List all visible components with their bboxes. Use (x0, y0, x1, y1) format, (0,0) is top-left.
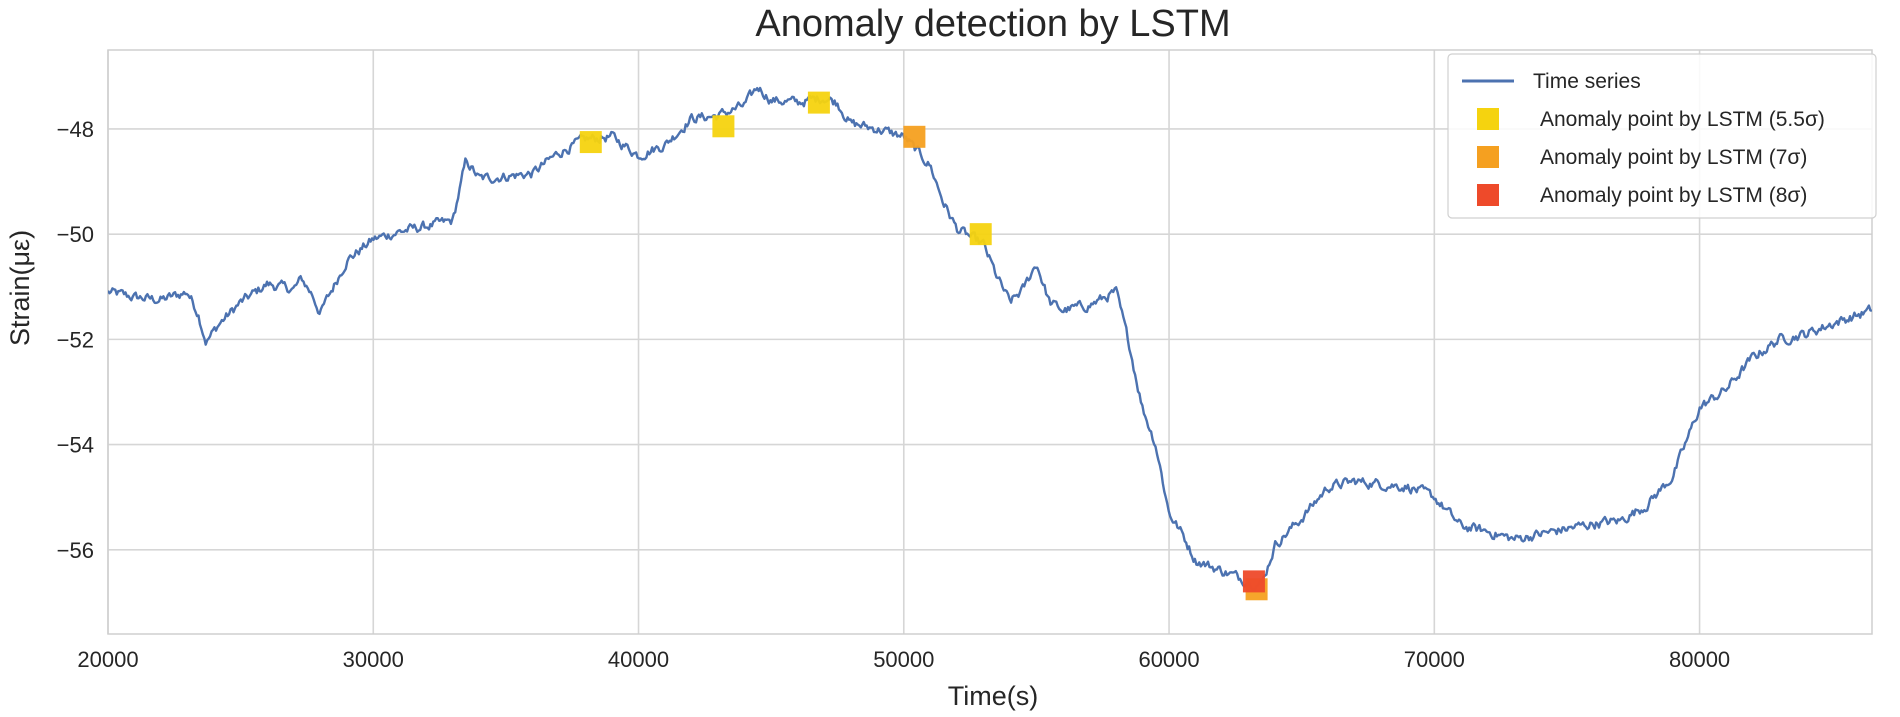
legend-square-swatch (1477, 108, 1499, 130)
x-tick-label: 50000 (873, 647, 934, 672)
x-tick-label: 30000 (343, 647, 404, 672)
legend-items: Time series Anomaly point by LSTM (5.5σ) A… (1462, 70, 1825, 207)
y-tick-label: −56 (57, 538, 94, 563)
series-line-time-series (108, 86, 1872, 592)
x-tick-label: 80000 (1669, 647, 1730, 672)
anomaly-marker (807, 91, 830, 114)
y-tick-label: −50 (57, 222, 94, 247)
x-axis-label: Time(s) (948, 681, 1038, 711)
chart-title: Anomaly detection by LSTM (755, 3, 1230, 45)
plot-frame (107, 49, 1873, 635)
legend-label: Anomaly point by LSTM (5.5σ) (1540, 108, 1825, 131)
anomaly-marker (903, 125, 926, 148)
anomaly-marker (969, 223, 992, 246)
x-tick-label: 70000 (1404, 647, 1465, 672)
y-axis-label: Strain(με) (5, 230, 35, 346)
x-tick-label: 60000 (1138, 647, 1199, 672)
x-tick-label: 40000 (608, 647, 669, 672)
legend: Time series Anomaly point by LSTM (5.5σ) A… (1447, 53, 1877, 219)
legend-box (1447, 53, 1877, 219)
anomaly-marker (579, 131, 602, 154)
anomaly-marker (712, 115, 735, 138)
y-tick-label: −48 (57, 117, 94, 142)
y-tick-label: −54 (57, 433, 94, 458)
anomaly-markers (579, 91, 1268, 601)
legend-label: Time series (1533, 70, 1641, 93)
x-axis-ticks: 20000 30000 40000 50000 60000 70000 80000 (77, 647, 1730, 672)
legend-label: Anomaly point by LSTM (7σ) (1540, 146, 1807, 169)
anomaly-marker (1242, 570, 1265, 593)
legend-square-swatch (1477, 184, 1499, 206)
y-tick-label: −52 (57, 327, 94, 352)
y-axis-ticks: −56 −54 −52 −50 −48 (57, 117, 94, 563)
legend-square-swatch (1477, 146, 1499, 168)
legend-label: Anomaly point by LSTM (8σ) (1540, 184, 1807, 207)
plot-area (108, 86, 1872, 601)
x-tick-label: 20000 (77, 647, 138, 672)
